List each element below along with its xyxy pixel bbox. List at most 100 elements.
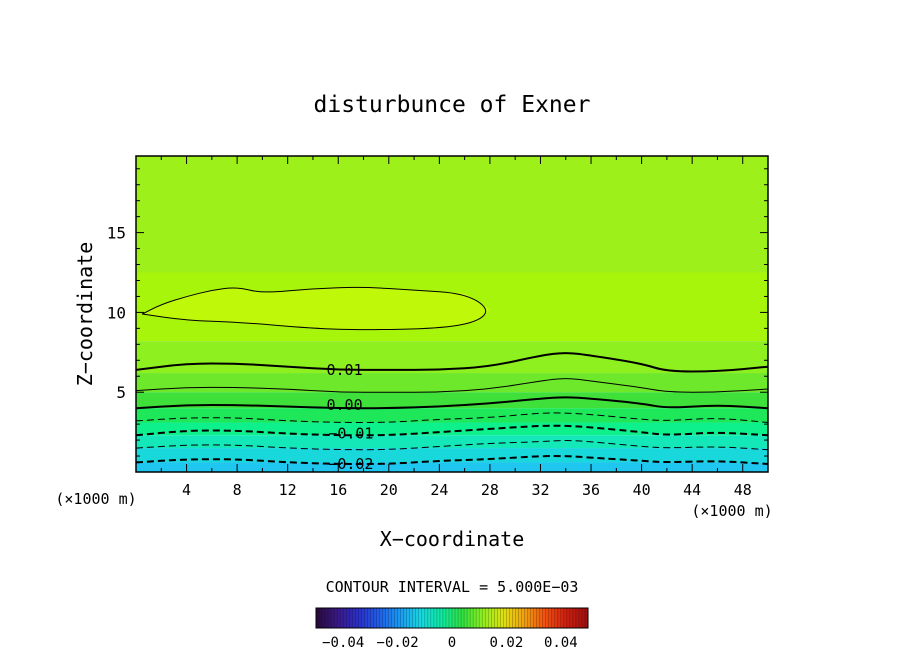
colorbar-stripe bbox=[445, 608, 450, 628]
colorbar-tick-label: −0.04 bbox=[322, 635, 364, 651]
colorbar-stripe bbox=[476, 608, 480, 628]
colorbar-stripe bbox=[545, 608, 550, 628]
colorbar-stripe bbox=[542, 608, 547, 628]
colorbar-stripe bbox=[436, 608, 441, 628]
colorbar-stripe bbox=[464, 608, 468, 628]
colorbar-stripe bbox=[491, 608, 495, 628]
colorbar-stripe bbox=[406, 608, 411, 628]
colorbar-stripe bbox=[427, 608, 432, 628]
contour-line bbox=[141, 286, 487, 331]
fill-band bbox=[136, 341, 768, 374]
colorbar-stripe bbox=[415, 608, 420, 628]
colorbar-stripe bbox=[421, 608, 426, 628]
colorbar-stripe bbox=[569, 608, 574, 628]
colorbar-stripe bbox=[530, 608, 534, 628]
x-tick-label: 8 bbox=[233, 481, 242, 499]
contour-labels: 0.01 0.00 −0.01 −0.02 bbox=[326, 361, 373, 473]
colorbar-stripe bbox=[364, 608, 368, 628]
contour-line bbox=[136, 424, 768, 437]
x-tick-label: 40 bbox=[633, 481, 651, 499]
colorbar-stripe bbox=[385, 608, 389, 628]
colorbar-frame bbox=[315, 607, 589, 629]
colorbar-stripe bbox=[361, 608, 365, 628]
colorbar-stripe bbox=[509, 608, 513, 628]
colorbar-stripe bbox=[482, 608, 486, 628]
colorbar-stripe bbox=[506, 608, 510, 628]
x-tick-label: 24 bbox=[430, 481, 448, 499]
y-axis-label: Z−coordinate bbox=[73, 242, 97, 387]
colorbar-stripe bbox=[442, 608, 447, 628]
colorbar-stripe bbox=[458, 608, 462, 628]
colorbar-stripe bbox=[346, 608, 350, 628]
fill-band bbox=[136, 392, 768, 409]
colorbar-stripe bbox=[518, 608, 522, 628]
colorbar-stripe bbox=[358, 608, 362, 628]
x-tick-label: 36 bbox=[582, 481, 600, 499]
colorbar-tick-label: 0 bbox=[448, 635, 456, 651]
colorbar-stripe bbox=[572, 608, 577, 628]
fill-band bbox=[136, 156, 768, 273]
colorbar-stripe bbox=[319, 608, 323, 628]
colorbar-stripe bbox=[349, 608, 353, 628]
colorbar-stripe bbox=[379, 608, 383, 628]
colorbar-stripe bbox=[316, 608, 320, 628]
x-axis-label: X−coordinate bbox=[380, 527, 525, 551]
contour-interval-text: CONTOUR INTERVAL = 5.000E−03 bbox=[326, 578, 579, 596]
colorbar-stripe bbox=[328, 608, 332, 628]
y-tick-label: 5 bbox=[116, 383, 126, 402]
colorbar-stripe bbox=[448, 608, 453, 628]
colorbar-stripe bbox=[412, 608, 417, 628]
colorbar-stripe bbox=[430, 608, 435, 628]
colorbar-stripe bbox=[409, 608, 414, 628]
colorbar-stripe bbox=[548, 608, 553, 628]
x-unit-left: (×1000 m) bbox=[55, 490, 136, 508]
colorbar-stripe bbox=[433, 608, 438, 628]
colorbar-stripe bbox=[325, 608, 329, 628]
colorbar-stripe bbox=[551, 608, 556, 628]
x-tick-label: 4 bbox=[182, 481, 191, 499]
x-tick-label: 44 bbox=[683, 481, 701, 499]
colorbar-stripe bbox=[455, 608, 459, 628]
x-tick-label: 12 bbox=[279, 481, 297, 499]
x-tick-label: 16 bbox=[329, 481, 347, 499]
colorbar-stripe bbox=[388, 608, 392, 628]
colorbar-stripe bbox=[578, 608, 583, 628]
colorbar-stripe bbox=[470, 608, 474, 628]
filled-bands bbox=[136, 156, 768, 472]
colorbar-stripe bbox=[452, 608, 456, 628]
colorbar-stripe bbox=[331, 608, 335, 628]
colorbar-tick-label: −0.02 bbox=[377, 635, 419, 651]
colorbar-stripe bbox=[352, 608, 356, 628]
fill-band-max bbox=[142, 286, 490, 330]
contour-label: −0.01 bbox=[328, 425, 373, 443]
fill-band bbox=[136, 462, 768, 472]
contour-label: 0.00 bbox=[326, 396, 362, 414]
colorbar-stripe bbox=[563, 608, 568, 628]
plot-frame bbox=[135, 155, 769, 473]
x-unit-right: (×1000 m) bbox=[691, 502, 772, 520]
colorbar-stripe bbox=[566, 608, 571, 628]
colorbar-stripe bbox=[512, 608, 516, 628]
colorbar-stripe bbox=[539, 608, 544, 628]
colorbar-stripe bbox=[355, 608, 359, 628]
fill-band bbox=[136, 422, 768, 436]
colorbar-stripe bbox=[334, 608, 338, 628]
colorbar-stripe bbox=[400, 608, 405, 628]
colorbar-stripe bbox=[467, 608, 471, 628]
colorbar-stripe bbox=[485, 608, 489, 628]
colorbar-stripe bbox=[403, 608, 408, 628]
contour-line bbox=[136, 378, 768, 393]
y-tick-label: 10 bbox=[107, 303, 126, 322]
colorbar-stripe bbox=[473, 608, 477, 628]
colorbar-stripe bbox=[557, 608, 562, 628]
colorbar-stripe bbox=[584, 608, 589, 628]
colorbar-stripe bbox=[527, 608, 531, 628]
colorbar-stripe bbox=[461, 608, 465, 628]
fill-band bbox=[136, 435, 768, 449]
colorbar-tick-label: 0.04 bbox=[544, 635, 578, 651]
colorbar-stripe bbox=[575, 608, 580, 628]
chart-title: disturbunce of Exner bbox=[314, 92, 591, 118]
y-tick-label: 15 bbox=[107, 224, 126, 243]
colorbar-stripe bbox=[439, 608, 444, 628]
